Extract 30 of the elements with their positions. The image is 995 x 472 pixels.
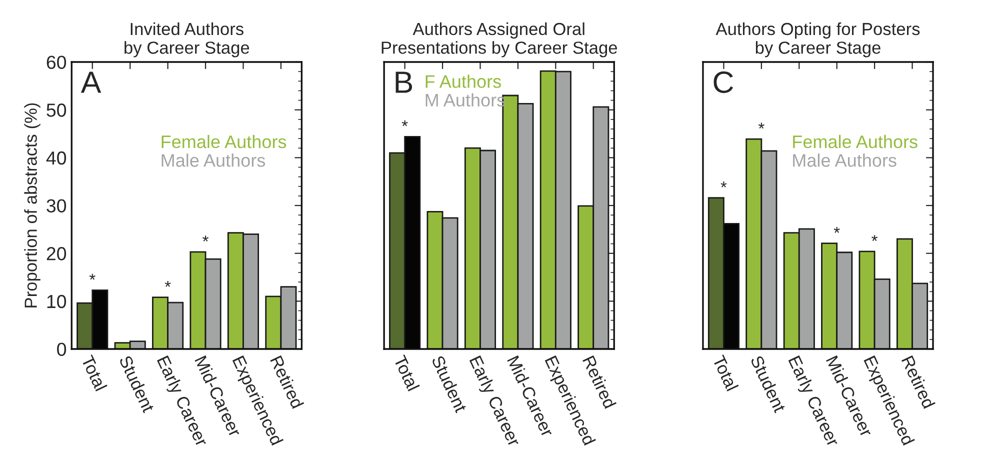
y-tick-label: 50 [46,104,66,117]
x-tick-label: Total [393,354,420,392]
legend-label: Male Authors [793,154,896,167]
annotation: * [164,281,171,287]
annotation: A [80,72,102,93]
y-tick-label: 0 [57,342,66,356]
annotation: * [202,236,208,242]
annotation: C [714,71,734,94]
legend-label: F Authors [426,74,501,88]
y-tick-label: 10 [47,294,66,308]
chart-title: Authors Assigned Oral Presentations by Career Stage [382,22,618,58]
y-tick-label: 20 [46,247,66,260]
x-tick-label: Total [80,354,108,392]
annotation: * [872,235,878,241]
y-axis-title: Proportion of abstracts (%) [24,103,40,308]
annotation: * [89,274,96,280]
y-tick-label: 40 [46,151,66,165]
chart-title: Invited Authors by Career Stage [124,22,250,58]
y-tick-label: 30 [46,199,66,212]
legend-label: Female Authors [162,134,286,148]
annotation: * [720,182,727,188]
x-tick-label: Total [712,354,739,392]
chart-title: Authors Opting for Posters by Career Stage [716,22,920,58]
annotation: * [402,120,408,126]
y-tick-label: 60 [46,56,66,69]
annotation: B [396,72,412,93]
legend-label: Male Authors [162,154,266,167]
annotation: * [834,226,840,233]
annotation: * [758,122,764,129]
legend-label: Female Authors [793,134,918,148]
